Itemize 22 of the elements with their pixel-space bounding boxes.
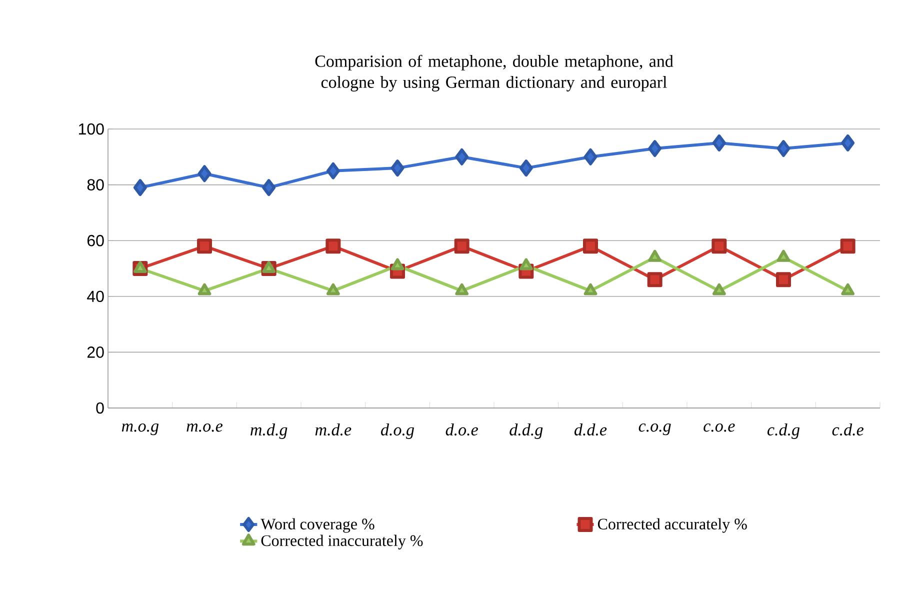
x-tick-label: d.d.g (510, 424, 543, 439)
x-tick-label: m.o.g (122, 424, 159, 436)
x-tick-label: m.o.e (186, 424, 223, 432)
chart-title: Comparision of metaphone, double metaphone, and cologne by using German dictionary and europarl (315, 54, 674, 92)
x-tick-label: d.o.g (381, 424, 414, 439)
x-tick-label: d.d.e (574, 424, 607, 436)
x-tick-label: m.d.e (315, 424, 352, 436)
x-tick-label: c.d.e (832, 424, 864, 436)
y-tick-label: 40 (87, 290, 104, 302)
legend-label: Word coverage % (260, 518, 374, 533)
x-tick-label: c.d.g (767, 424, 800, 439)
legend-label: Corrected accurately % (598, 518, 747, 533)
y-tick-label: 60 (87, 234, 104, 246)
y-tick-label: 80 (87, 179, 104, 190)
y-tick-label: 0 (96, 402, 104, 414)
x-tick-label: m.d.g (250, 424, 288, 439)
x-tick-label: d.o.e (446, 424, 478, 436)
y-tick-label: 20 (87, 346, 104, 358)
x-tick-label: c.o.e (704, 424, 735, 432)
x-tick-label: c.o.g (638, 424, 671, 436)
legend-label: Corrected inaccurately % (261, 534, 423, 550)
y-tick-label: 100 (79, 123, 104, 135)
